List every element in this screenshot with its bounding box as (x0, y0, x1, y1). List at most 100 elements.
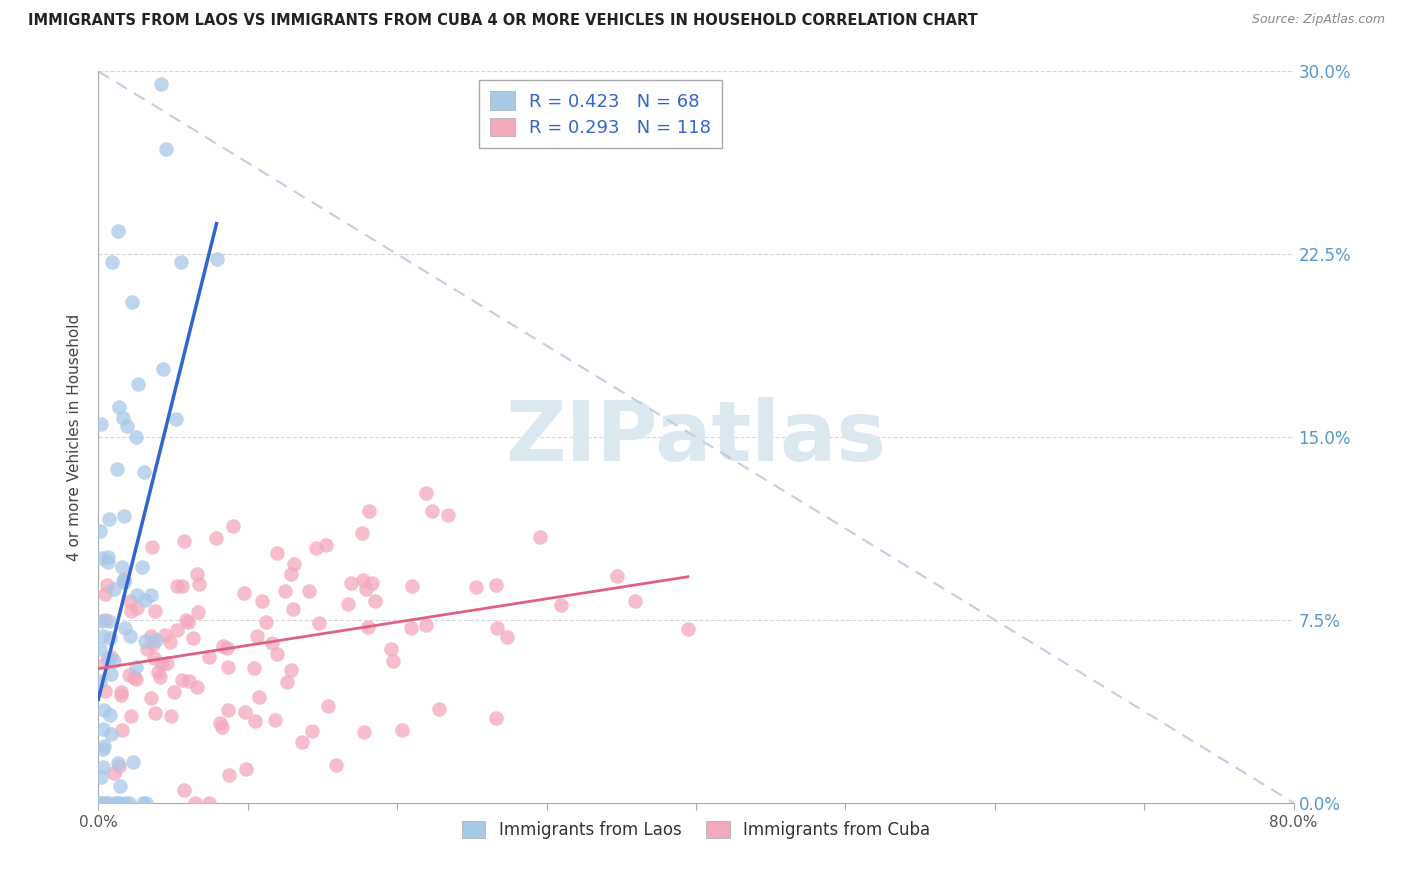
Point (427, 702, 450, 716)
Point (91, 722, 114, 736)
Point (117, 796, 139, 810)
Point (485, 711, 508, 725)
Point (353, 724, 375, 739)
Point (134, 593, 156, 607)
Point (254, 615, 277, 629)
Point (298, 583, 321, 598)
Point (212, 639, 235, 653)
Point (108, 796, 131, 810)
Point (93, 629, 115, 643)
Point (336, 597, 359, 611)
Point (197, 796, 219, 810)
Point (415, 485, 437, 500)
Point (124, 660, 146, 674)
Point (276, 675, 298, 690)
Point (233, 706, 256, 720)
Point (118, 629, 141, 643)
Point (357, 620, 380, 634)
Point (152, 362, 174, 376)
Point (111, 723, 134, 737)
Point (280, 566, 302, 581)
Point (145, 706, 167, 720)
Point (166, 623, 188, 637)
Point (291, 735, 314, 749)
Point (354, 582, 377, 596)
Point (98, 631, 121, 645)
Point (316, 698, 339, 713)
Point (215, 640, 238, 655)
Point (143, 651, 166, 665)
Point (465, 580, 488, 594)
Point (340, 576, 363, 591)
Point (107, 756, 129, 771)
Point (550, 598, 572, 612)
Text: IMMIGRANTS FROM LAOS VS IMMIGRANTS FROM CUBA 4 OR MORE VEHICLES IN HOUSEHOLD COR: IMMIGRANTS FROM LAOS VS IMMIGRANTS FROM … (28, 13, 977, 29)
Point (105, 462, 128, 476)
Point (187, 605, 209, 619)
Point (93, 739, 115, 753)
Point (153, 628, 176, 642)
Point (118, 668, 141, 682)
Point (485, 621, 508, 635)
Point (134, 634, 156, 648)
Point (89, 674, 111, 689)
Point (205, 252, 228, 267)
Point (143, 604, 166, 618)
Point (159, 709, 181, 723)
Point (529, 530, 551, 544)
Point (108, 780, 131, 794)
Point (217, 659, 239, 673)
Point (308, 615, 330, 630)
Point (118, 594, 141, 608)
Point (382, 654, 405, 668)
Point (98, 708, 121, 723)
Point (266, 546, 288, 560)
Point (676, 622, 699, 636)
Point (97, 555, 120, 569)
Point (401, 579, 423, 593)
Point (127, 377, 149, 392)
Text: Source: ZipAtlas.com: Source: ZipAtlas.com (1251, 13, 1385, 27)
Point (98, 615, 121, 629)
Legend: Immigrants from Laos, Immigrants from Cuba: Immigrants from Laos, Immigrants from Cu… (456, 814, 936, 846)
Point (173, 533, 195, 548)
Point (205, 531, 228, 545)
Point (114, 621, 136, 635)
Text: ZIPatlas: ZIPatlas (506, 397, 886, 477)
Point (90, 796, 112, 810)
Point (120, 709, 142, 723)
Point (243, 714, 266, 729)
Point (112, 509, 135, 524)
Point (139, 629, 162, 643)
Point (159, 635, 181, 649)
Point (283, 557, 305, 571)
Point (108, 759, 131, 773)
Point (186, 680, 208, 694)
Point (208, 716, 231, 731)
Point (97, 549, 120, 564)
Point (97, 511, 120, 525)
Point (89, 641, 111, 656)
Point (165, 411, 187, 425)
Y-axis label: 4 or more Vehicles in Household: 4 or more Vehicles in Household (67, 313, 83, 561)
Point (247, 690, 270, 704)
Point (606, 569, 628, 583)
Point (305, 541, 328, 556)
Point (110, 689, 132, 703)
Point (352, 526, 374, 541)
Point (301, 723, 323, 738)
Point (184, 796, 207, 810)
Point (274, 584, 297, 599)
Point (90, 550, 112, 565)
Point (91, 760, 114, 774)
Point (222, 519, 245, 533)
Point (149, 670, 172, 684)
Point (141, 541, 163, 555)
Point (280, 664, 302, 678)
Point (264, 713, 287, 727)
Point (139, 588, 162, 602)
Point (121, 755, 143, 769)
Point (139, 690, 162, 705)
Point (198, 650, 221, 665)
Point (155, 142, 177, 156)
